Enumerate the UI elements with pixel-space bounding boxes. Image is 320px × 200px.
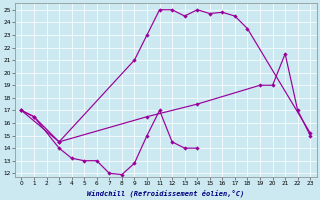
- X-axis label: Windchill (Refroidissement éolien,°C): Windchill (Refroidissement éolien,°C): [87, 189, 244, 197]
